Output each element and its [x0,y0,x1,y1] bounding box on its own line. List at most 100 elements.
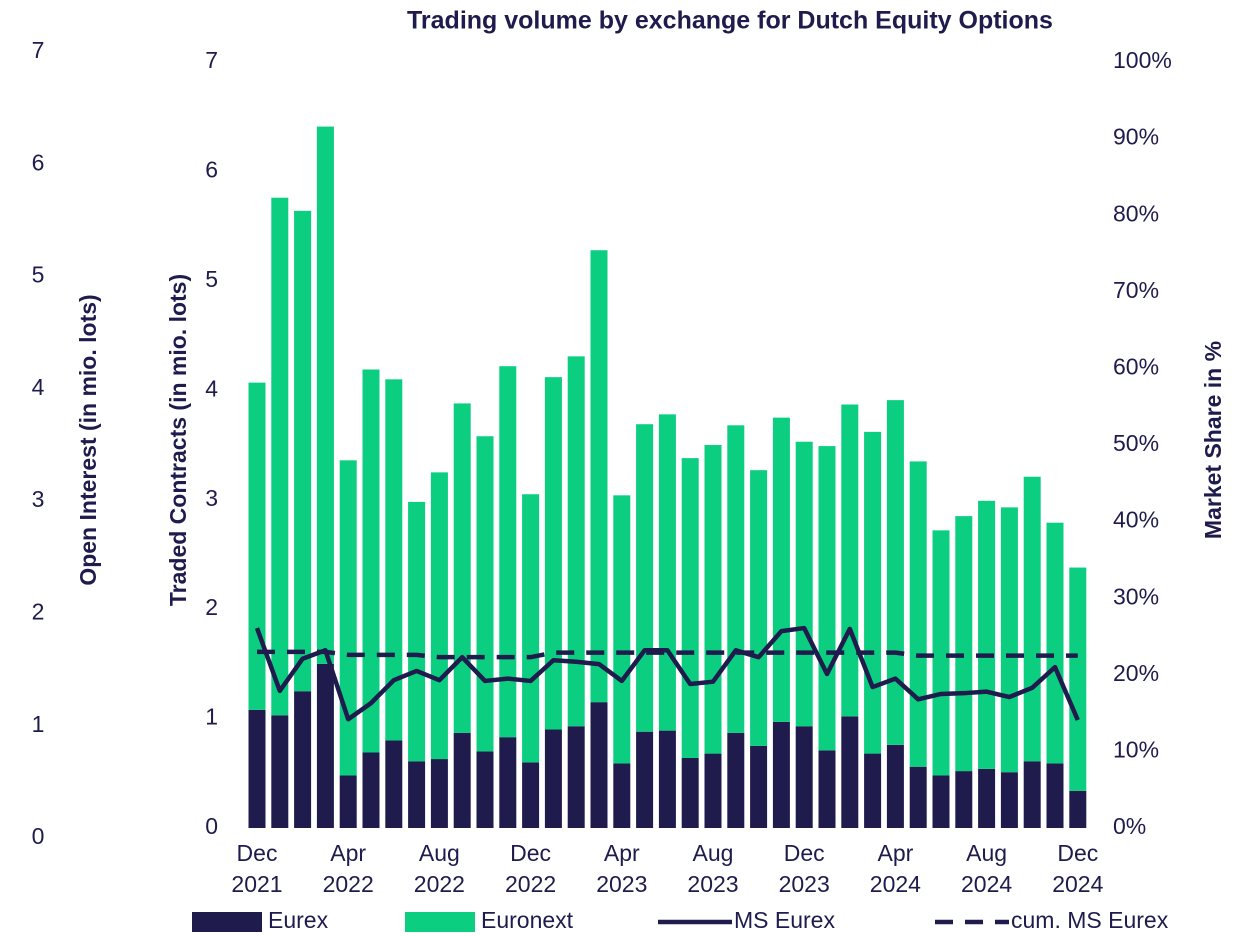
bar-segment [658,414,676,731]
bar-segment [476,751,494,828]
bar-segment [909,461,927,767]
bar-segment [886,400,904,745]
y-tick-label: 5 [205,266,218,292]
bar-segment [818,446,836,751]
y2-axis-title: Market Share in % [1200,341,1226,539]
bar-segment [772,721,790,828]
bar-segment [772,417,790,722]
y-tick-label: 2 [205,594,218,620]
bar-segment [316,126,334,664]
x-tick-label: Apr 2023 [596,840,648,897]
bar-segment [1046,522,1064,764]
bar-segment [932,530,950,776]
y3-tick-label: 5 [32,262,45,288]
bar-segment [453,403,471,733]
bar-segment [1000,772,1018,828]
bar-segment [1046,763,1064,828]
bar-segment [294,691,312,828]
bar-segment [1023,761,1041,828]
bar-segment [339,775,357,828]
x-tick-label: Apr 2022 [322,840,374,897]
bar-segment [430,472,448,760]
bar-segment [978,500,996,769]
bar-segment [704,753,722,828]
x-tick-label: Apr 2024 [869,840,921,897]
chart-title: Trading volume by exchange for Dutch Equ… [407,7,1053,35]
legend-label: Eurex [268,907,329,933]
y2-tick-label: 70% [1113,277,1159,303]
y-axis-title: Traded Contracts (in mio. lots) [165,274,191,606]
bar-segment [613,763,631,828]
bar-segment [362,752,380,828]
x-tick-label: Aug 2023 [687,840,739,897]
bar-segment [271,197,289,716]
bar-segment [955,516,973,772]
x-tick-label: Dec 2023 [778,840,830,897]
bar-segment [408,501,426,762]
bar-segment [978,768,996,828]
bar-segment [841,404,859,717]
bar-segment [681,458,699,758]
x-tick-label: Dec 2022 [505,840,557,897]
bar-segment [590,250,608,703]
bar-segment [476,436,494,752]
bar-segment [362,369,380,753]
y3-tick-label: 0 [32,823,45,849]
bar-segment [522,762,540,828]
legend-label: cum. MS Eurex [1011,907,1169,933]
bar-segment [909,766,927,828]
bar-segment [544,377,562,730]
y3-tick-label: 7 [32,37,45,63]
bar-segment [750,470,768,746]
bar-segment [590,702,608,828]
bar-segment [864,431,882,754]
bar-segment [408,761,426,828]
bar-segment [841,716,859,828]
bar-segment [955,771,973,828]
y3-axis-title: Open Interest (in mio. lots) [75,294,101,585]
y-tick-label: 1 [205,704,218,730]
line-series [257,649,1078,660]
x-tick-label: Dec 2024 [1052,840,1104,897]
bar-segment [567,356,585,727]
y3-tick-label: 1 [32,711,45,737]
x-tick-label: Aug 2022 [413,840,465,897]
bar-segment [1069,790,1087,828]
y-tick-label: 0 [205,813,218,839]
bar-segment [499,366,517,738]
bar-segment [294,210,312,692]
bar-segment [271,715,289,828]
bar-segment [567,726,585,828]
y2-tick-label: 60% [1113,353,1159,379]
bar-segment [864,753,882,828]
y2-tick-label: 50% [1113,430,1159,456]
bar-segment [795,726,813,828]
bar-segment [818,750,836,828]
bar-segment [522,494,540,763]
bar-segment [932,775,950,828]
bar-segment [704,445,722,754]
bar-segment [499,737,517,828]
bar-segment [658,730,676,828]
x-tick-label: Aug 2024 [961,840,1013,897]
y-tick-label: 7 [205,47,218,73]
bar-segment [385,379,403,741]
bar-segment [681,757,699,828]
y-tick-label: 3 [205,485,218,511]
line-series [254,625,1080,722]
legend-label: MS Eurex [734,907,835,933]
bar-segment [339,460,357,776]
x-tick-label: Dec 2021 [231,840,283,897]
y2-tick-label: 100% [1113,47,1172,73]
bar-segment [727,732,745,828]
bar-segment [316,663,334,828]
bar-segment [613,495,631,764]
y2-tick-label: 40% [1113,507,1159,533]
bar-segment [727,425,745,733]
bar-segment [636,731,654,828]
y3-tick-label: 4 [32,374,45,400]
legend-swatch [405,912,475,932]
y3-tick-label: 6 [32,149,45,175]
y3-tick-label: 2 [32,599,45,625]
